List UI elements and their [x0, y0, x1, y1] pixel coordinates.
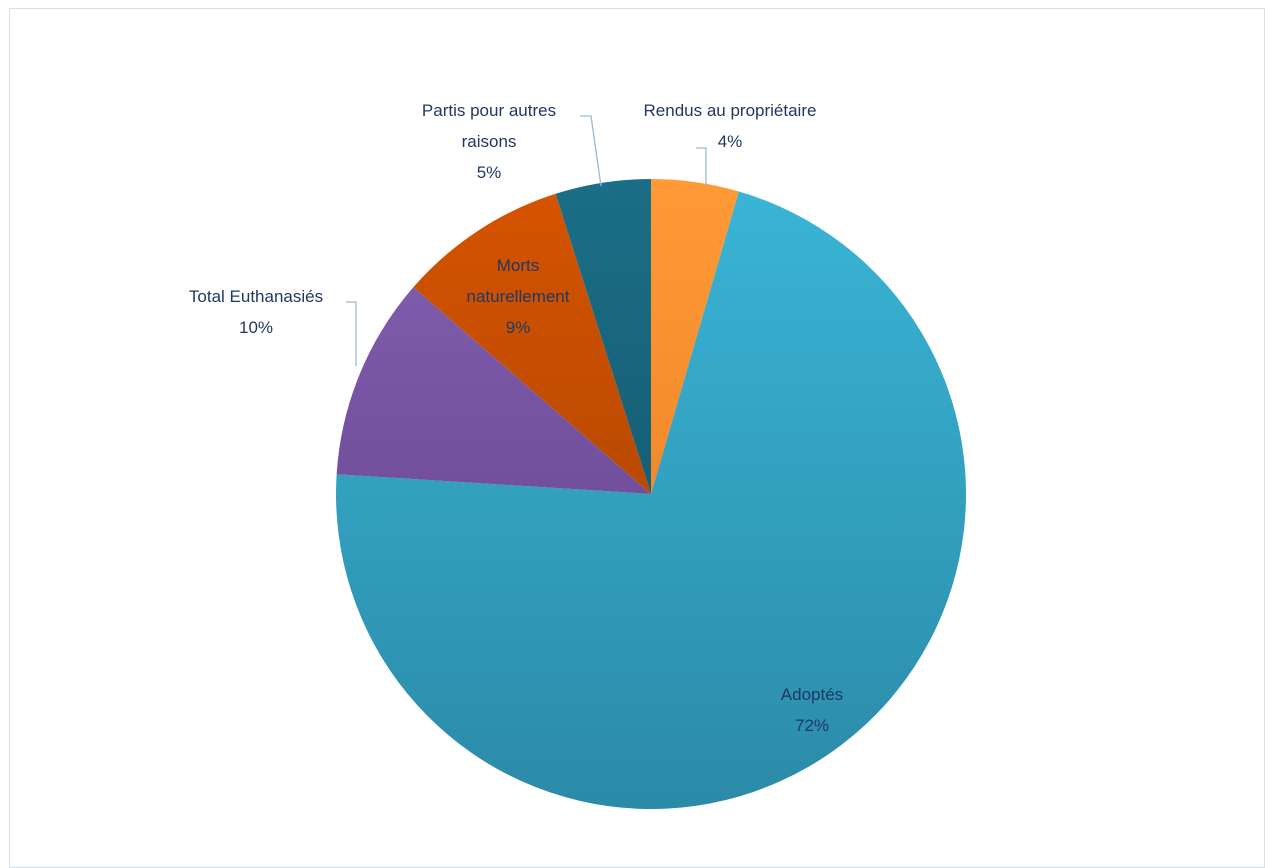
data-label-morts-naturellement: Morts naturellement 9%	[466, 256, 569, 337]
data-label-rendus-au-proprietaire: Rendus au propriétaire 4%	[644, 101, 817, 151]
leader-line-rendus-au-proprietaire	[696, 147, 707, 186]
leader-lines	[346, 115, 707, 366]
data-label-partis-pour-autres-raisons: Partis pour autres raisons 5%	[422, 101, 556, 182]
pie-chart: Rendus au propriétaire 4% Adoptés 72% Total …	[189, 101, 967, 810]
data-label-adoptes: Adoptés 72%	[781, 685, 843, 735]
pie-slice-partis-pour-autres-raisons	[555, 179, 651, 494]
pie-slice-total-euthanasies	[336, 287, 651, 494]
leader-line-partis-pour-autres-raisons	[580, 115, 602, 187]
pie-slices	[335, 179, 967, 810]
pie-slice-rendus-au-proprietaire	[651, 179, 739, 494]
pie-slice-morts-naturellement	[413, 193, 651, 494]
data-labels: Rendus au propriétaire 4% Adoptés 72% Total …	[189, 101, 843, 735]
data-label-total-euthanasies: Total Euthanasiés 10%	[189, 287, 323, 337]
leader-line-total-euthanasies	[346, 301, 357, 366]
pie-slice-adoptes	[335, 191, 967, 810]
